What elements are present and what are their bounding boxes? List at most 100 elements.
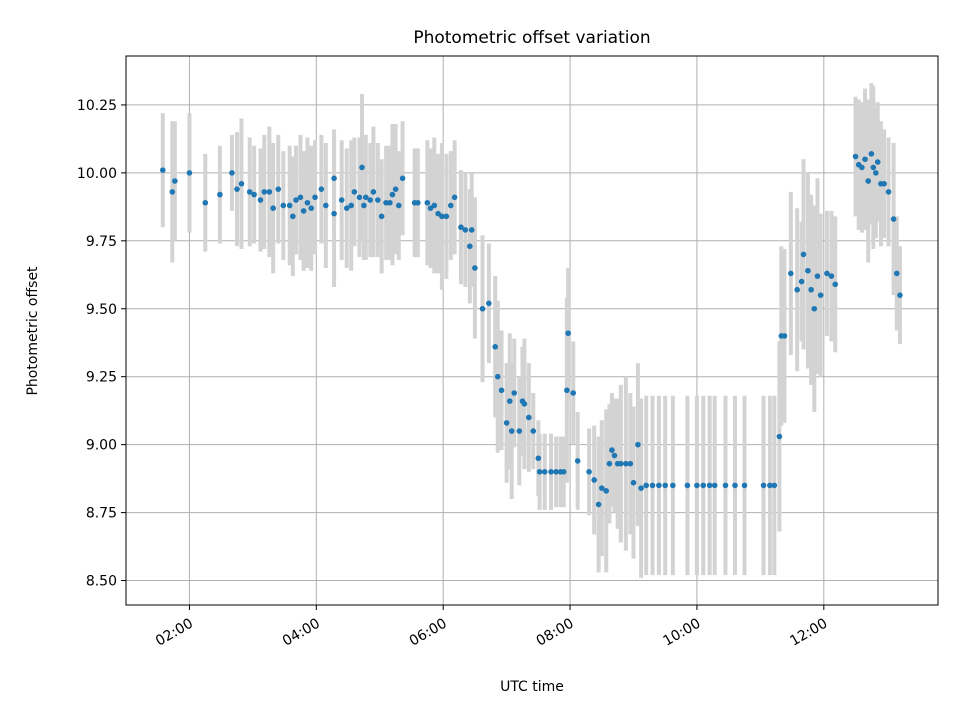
y-axis-label: Photometric offset: [25, 266, 41, 396]
data-point: [873, 170, 879, 176]
data-point: [824, 270, 830, 277]
data-point: [570, 390, 577, 396]
data-point: [706, 482, 713, 489]
data-point: [172, 178, 178, 184]
data-point: [331, 210, 337, 217]
data-point: [817, 292, 824, 298]
data-point: [595, 501, 602, 508]
data-point: [530, 428, 537, 434]
y-tick-label: 8.50: [86, 574, 117, 590]
data-point: [852, 153, 859, 160]
data-point: [630, 479, 637, 486]
data-point: [609, 447, 615, 453]
y-tick-label: 9.75: [86, 234, 117, 250]
data-point: [771, 482, 778, 489]
data-point: [548, 469, 554, 475]
data-point: [574, 458, 581, 464]
data-point: [300, 208, 307, 214]
data-point: [467, 243, 473, 250]
data-point: [356, 194, 363, 201]
data-point: [536, 469, 543, 475]
data-point: [348, 202, 355, 209]
data-point: [541, 469, 548, 475]
data-point: [257, 197, 264, 203]
data-point: [266, 189, 273, 195]
data-point: [351, 189, 358, 195]
data-point: [586, 469, 592, 475]
data-point: [656, 482, 662, 489]
y-tick-label: 9.50: [86, 302, 117, 318]
data-point: [611, 452, 618, 459]
y-axis-ticks: 8.50 8.75 9.00 9.25 9.50 9.75 10.00 10.25: [77, 98, 126, 590]
data-point: [553, 469, 559, 475]
data-point: [361, 202, 367, 209]
data-point: [722, 482, 729, 489]
data-point: [486, 300, 492, 307]
data-point: [511, 390, 518, 396]
data-point: [387, 199, 393, 206]
data-point: [638, 485, 644, 491]
data-point: [370, 189, 377, 195]
data-point: [606, 460, 613, 467]
data-point: [643, 482, 649, 489]
data-point: [472, 265, 478, 271]
data-point: [598, 485, 605, 491]
data-point: [343, 205, 350, 211]
data-point: [494, 373, 501, 380]
data-point: [526, 414, 532, 421]
data-point: [591, 477, 597, 483]
data-point: [424, 199, 431, 206]
data-point: [378, 213, 385, 220]
data-points: [159, 151, 903, 508]
data-point: [229, 170, 235, 176]
data-point: [399, 175, 406, 182]
y-tick-label: 10.00: [77, 166, 117, 182]
data-point: [732, 482, 738, 489]
data-point: [293, 197, 299, 203]
data-point: [897, 292, 903, 298]
data-point: [304, 199, 311, 206]
data-point: [443, 213, 450, 220]
data-point: [868, 151, 875, 157]
data-point: [246, 189, 253, 195]
data-point: [238, 180, 245, 187]
data-point: [359, 164, 365, 171]
y-tick-label: 9.00: [86, 438, 117, 454]
data-point: [290, 213, 296, 220]
data-point: [700, 482, 707, 489]
data-point: [881, 180, 887, 187]
data-point: [862, 156, 868, 163]
plot-frame: [125, 55, 939, 606]
y-tick-label: 8.75: [86, 506, 117, 522]
data-point: [451, 194, 458, 201]
data-point: [202, 199, 209, 206]
data-point: [890, 216, 897, 222]
data-point: [462, 227, 469, 233]
data-point: [186, 170, 193, 176]
data-point: [261, 189, 268, 195]
data-point: [603, 488, 610, 494]
data-point: [662, 482, 669, 489]
x-axis-label: UTC time: [500, 679, 564, 695]
data-point: [893, 270, 900, 277]
data-point: [458, 224, 464, 231]
data-point: [367, 197, 374, 203]
data-point: [694, 482, 700, 489]
data-point: [805, 267, 811, 274]
data-point: [649, 482, 656, 489]
data-point: [521, 401, 528, 407]
data-point: [535, 455, 542, 462]
data-point: [492, 344, 499, 350]
data-point: [392, 186, 399, 192]
data-point: [741, 482, 748, 489]
data-point: [375, 197, 381, 203]
data-point: [870, 164, 877, 171]
data-point: [234, 186, 240, 192]
data-point: [776, 433, 783, 440]
data-point: [670, 482, 676, 489]
data-point: [865, 178, 872, 184]
data-point: [794, 286, 800, 293]
data-point: [389, 191, 396, 198]
data-point: [788, 270, 794, 277]
